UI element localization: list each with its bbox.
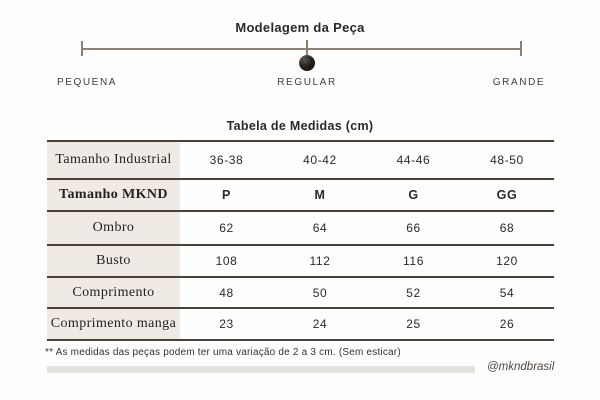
measurement-table: Tamanho Industrial 36-38 40-42 44-46 48-…	[47, 140, 554, 341]
value-cell: 26	[460, 308, 554, 341]
value-cell: 62	[180, 211, 273, 246]
value-cell: 24	[273, 308, 367, 341]
footnote: ** As medidas das peças podem ter uma va…	[45, 347, 401, 358]
table-row-tamanho-industrial: Tamanho Industrial 36-38 40-42 44-46 48-…	[47, 141, 554, 180]
value-cell: 23	[180, 308, 273, 341]
value-cell: 50	[273, 277, 367, 309]
row-label-cell: Tamanho MKND	[47, 179, 180, 212]
value-cell: 36-38	[180, 141, 273, 180]
value-cell: 54	[460, 277, 554, 309]
table-row-comprimento: Comprimento 48 50 52 54	[47, 277, 554, 309]
value-cell: 66	[367, 211, 460, 246]
table-row-comprimento-manga: Comprimento manga 23 24 25 26	[47, 308, 554, 341]
value-cell: G	[367, 179, 460, 212]
value-cell: GG	[460, 179, 554, 212]
page-title: Modelagem da Peça	[235, 20, 365, 35]
row-label-cell: Busto	[47, 245, 180, 278]
footer-divider	[47, 366, 475, 373]
scale-label-regular: REGULAR	[277, 77, 337, 88]
scale-track	[82, 48, 522, 50]
row-label-cell: Ombro	[47, 211, 180, 246]
table-row-busto: Busto 108 112 116 120	[47, 245, 554, 278]
row-label-cell: Comprimento manga	[47, 308, 180, 341]
value-cell: 40-42	[273, 141, 367, 180]
scale-label-grande: GRANDE	[492, 77, 546, 88]
value-cell: 112	[273, 245, 367, 278]
scale-label-pequena: PEQUENA	[56, 77, 118, 88]
scale-tick-right	[520, 41, 522, 56]
value-cell: 44-46	[367, 141, 460, 180]
value-cell: 108	[180, 245, 273, 278]
value-cell: 48-50	[460, 141, 554, 180]
value-cell: P	[180, 179, 273, 212]
table-title: Tabela de Medidas (cm)	[226, 119, 374, 133]
value-cell: 48	[180, 277, 273, 309]
scale-marker-ball[interactable]	[299, 55, 315, 71]
row-label-cell: Tamanho Industrial	[47, 141, 180, 180]
value-cell: 120	[460, 245, 554, 278]
table-row-ombro: Ombro 62 64 66 68	[47, 211, 554, 246]
scale-tick-left	[81, 41, 83, 56]
instagram-handle: @mkndbrasil	[487, 361, 555, 373]
table-row-tamanho-mknd: Tamanho MKND P M G GG	[47, 179, 554, 212]
scale-tick-center	[306, 40, 308, 57]
row-label-cell: Comprimento	[47, 277, 180, 309]
value-cell: 64	[273, 211, 367, 246]
value-cell: 25	[367, 308, 460, 341]
value-cell: 52	[367, 277, 460, 309]
value-cell: 116	[367, 245, 460, 278]
value-cell: M	[273, 179, 367, 212]
value-cell: 68	[460, 211, 554, 246]
